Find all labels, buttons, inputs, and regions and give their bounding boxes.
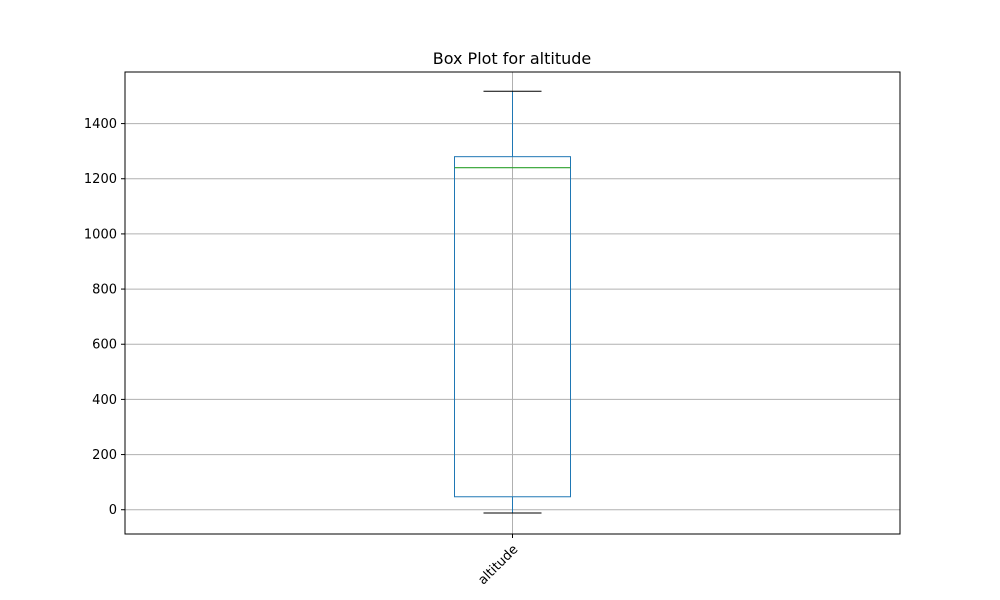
axis-ticks: 0 200 400 600 800 1000 1200 1400 altitude (84, 117, 521, 588)
plot-area (454, 90, 571, 514)
y-tick-label: 1000 (84, 227, 117, 242)
y-tick-label: 800 (92, 283, 117, 298)
x-tick-label: altitude (475, 542, 521, 588)
axes-frame (124, 71, 901, 535)
y-tick-label: 1200 (84, 172, 117, 187)
y-tick-label: 600 (92, 338, 117, 353)
y-tick-label: 1400 (84, 117, 117, 132)
y-tick-label: 0 (109, 503, 117, 518)
box-iqr (454, 156, 571, 498)
chart-title: Box Plot for altitude (433, 49, 592, 68)
y-tick-label: 200 (92, 448, 117, 463)
grid-lines (125, 72, 900, 534)
y-tick-label: 400 (92, 393, 117, 408)
